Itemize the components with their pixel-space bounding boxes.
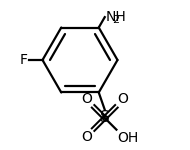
Text: O: O — [82, 130, 92, 144]
Text: O: O — [82, 92, 92, 106]
Text: O: O — [117, 92, 128, 106]
Text: NH: NH — [105, 10, 126, 24]
Text: 2: 2 — [112, 15, 119, 25]
Text: S: S — [100, 111, 110, 126]
Text: F: F — [20, 53, 28, 67]
Text: OH: OH — [117, 131, 139, 145]
